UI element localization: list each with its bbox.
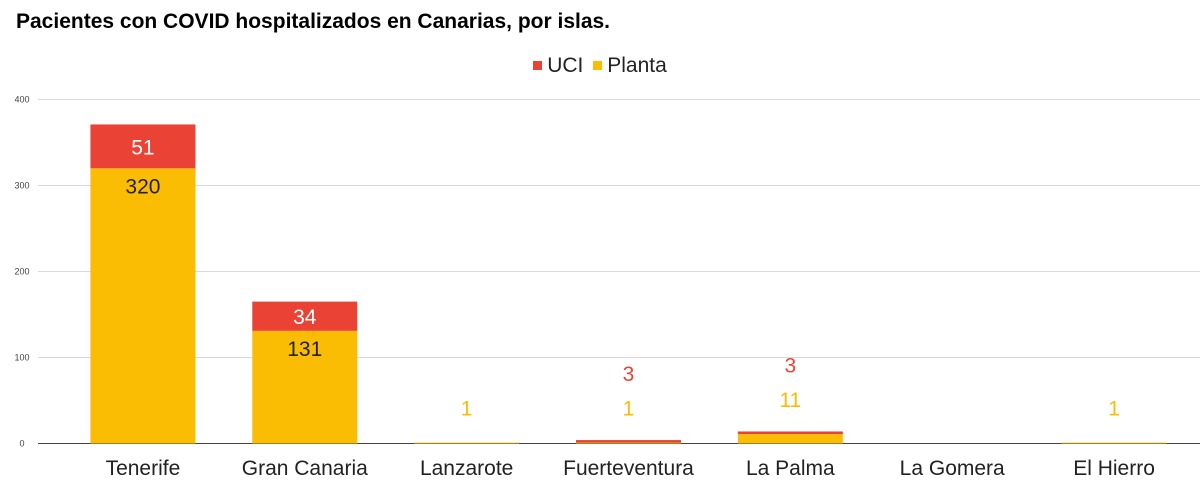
x-tick-label: Gran Canaria — [242, 457, 368, 480]
legend: UCI Planta — [0, 54, 1200, 78]
x-tick-label: La Palma — [746, 457, 835, 480]
legend-label-planta: Planta — [607, 54, 667, 78]
x-tick-label: El Hierro — [1073, 457, 1155, 480]
x-tick-label: Tenerife — [106, 457, 181, 480]
y-tick-label: 400 — [14, 95, 29, 105]
y-tick-label: 200 — [14, 267, 29, 277]
data-label-uci: 34 — [293, 306, 317, 329]
bar-uci — [576, 440, 681, 443]
bar-uci — [737, 431, 843, 435]
bar-planta — [90, 168, 196, 444]
data-label-planta: 131 — [287, 338, 322, 361]
chart-title: Pacientes con COVID hospitalizados en Ca… — [16, 10, 611, 33]
data-label-planta: 1 — [623, 398, 635, 421]
bar-planta — [252, 330, 358, 444]
y-tick-label: 300 — [14, 181, 29, 191]
legend-item-uci: UCI — [533, 54, 583, 78]
bar-uci — [90, 124, 196, 169]
x-tick-label: Fuerteventura — [563, 457, 694, 480]
y-tick-label: 100 — [14, 353, 29, 363]
legend-swatch-planta — [593, 61, 603, 71]
data-label-planta: 320 — [125, 175, 160, 198]
x-tick-label: La Gomera — [900, 457, 1005, 480]
data-label-uci: 3 — [623, 363, 635, 386]
bar-planta — [576, 442, 681, 444]
data-label-planta: 1 — [461, 398, 473, 421]
bar-uci — [252, 301, 358, 331]
data-label-uci: 51 — [131, 136, 154, 159]
data-label-planta: 11 — [779, 389, 801, 412]
x-tick-label: Lanzarote — [420, 457, 513, 480]
y-tick-label: 0 — [19, 439, 24, 449]
data-label-uci: 3 — [785, 354, 797, 377]
legend-label-uci: UCI — [547, 54, 584, 78]
bar-planta — [737, 434, 843, 444]
legend-item-planta: Planta — [593, 54, 667, 78]
legend-swatch-uci — [533, 61, 543, 71]
data-label-planta: 1 — [1108, 398, 1120, 421]
bar-planta — [414, 442, 520, 444]
bar-planta — [1061, 442, 1167, 444]
